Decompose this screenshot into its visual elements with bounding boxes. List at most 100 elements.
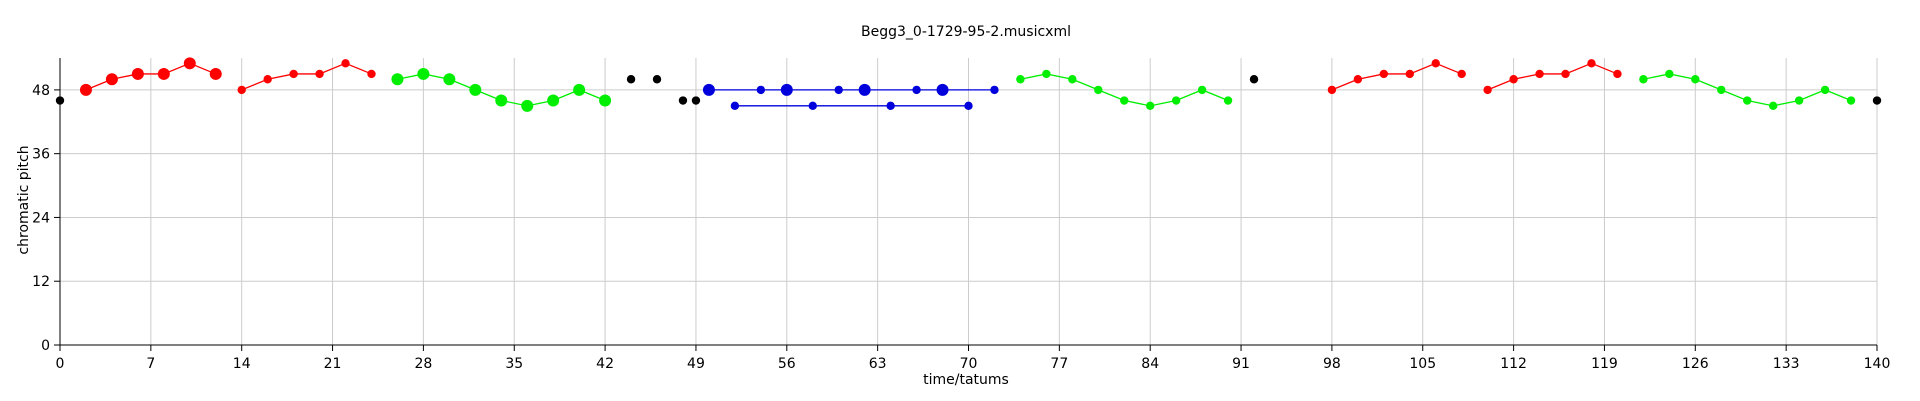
data-point <box>1223 96 1233 105</box>
data-point <box>573 83 586 96</box>
data-point <box>391 73 404 86</box>
x-tick-label: 0 <box>56 356 65 372</box>
data-point <box>443 73 456 86</box>
data-point <box>780 83 793 96</box>
data-point <box>1379 69 1389 79</box>
x-tick-label: 28 <box>414 356 432 372</box>
x-tick-label: 42 <box>596 356 614 372</box>
data-point <box>209 67 222 80</box>
data-point <box>1794 96 1804 105</box>
data-point <box>1120 96 1129 105</box>
data-point <box>263 75 272 84</box>
x-tick-label: 49 <box>687 356 705 372</box>
data-point <box>157 67 170 80</box>
x-axis-label: time/tatums <box>923 372 1009 388</box>
x-axis-ticks: 0 7 14 21 28 35 42 49 56 63 70 77 84 91 98 105 112 119 126… <box>56 345 1891 372</box>
x-tick-label: 70 <box>960 356 978 372</box>
x-tick-label: 98 <box>1323 356 1341 372</box>
series-group <box>1483 59 1622 95</box>
data-point <box>495 94 508 107</box>
data-point <box>936 83 949 96</box>
y-tick-label: 48 <box>32 83 50 99</box>
data-point <box>1457 69 1466 79</box>
data-point <box>1353 75 1363 84</box>
data-point <box>315 69 324 79</box>
x-tick-label: 84 <box>1141 356 1159 372</box>
data-point <box>131 67 144 80</box>
data-point <box>691 96 701 105</box>
series-group <box>1016 69 1233 111</box>
data-point <box>547 94 560 107</box>
chart-title: Begg3_0-1729-95-2.musicxml <box>861 24 1071 40</box>
data-point <box>808 101 817 111</box>
y-tick-label: 0 <box>41 338 50 354</box>
data-point <box>55 96 65 105</box>
data-point <box>1197 85 1207 95</box>
y-axis-ticks: 0 12 24 36 48 <box>32 83 60 354</box>
x-tick-label: 119 <box>1591 356 1618 372</box>
data-point <box>289 69 298 79</box>
data-point <box>1431 59 1440 68</box>
x-tick-label: 21 <box>324 356 342 372</box>
data-point <box>1561 69 1570 79</box>
data-point <box>626 75 636 84</box>
y-tick-label: 12 <box>32 274 50 290</box>
x-tick-label: 63 <box>869 356 887 372</box>
x-tick-label: 35 <box>505 356 523 372</box>
data-point <box>756 85 766 95</box>
data-point <box>79 83 92 96</box>
data-point <box>652 75 662 84</box>
series-line <box>241 62 372 91</box>
data-point <box>1405 69 1414 79</box>
data-point <box>678 96 688 105</box>
y-axis-label: chromatic pitch <box>16 145 32 254</box>
data-point <box>1042 69 1051 79</box>
data-point <box>1094 85 1103 95</box>
data-point <box>730 101 740 111</box>
data-point <box>1327 85 1337 95</box>
y-tick-label: 36 <box>32 147 50 163</box>
data-point <box>1068 75 1077 84</box>
data-point <box>1483 85 1492 95</box>
data-point <box>417 67 430 80</box>
x-tick-label: 91 <box>1232 356 1250 372</box>
series-group <box>1639 69 1856 111</box>
data-point <box>1665 69 1674 79</box>
series-group <box>730 101 973 111</box>
series-group <box>702 83 999 96</box>
series-line <box>1331 62 1462 91</box>
series-line <box>1487 62 1618 91</box>
data-point <box>367 69 376 79</box>
x-tick-label: 133 <box>1773 356 1800 372</box>
data-series <box>55 57 1882 112</box>
data-point <box>1691 75 1700 84</box>
series-group <box>55 75 1882 105</box>
series-group <box>1327 59 1466 95</box>
series-group <box>237 59 376 95</box>
x-tick-label: 56 <box>778 356 796 372</box>
data-point <box>990 85 999 95</box>
data-point <box>912 85 921 95</box>
x-tick-label: 140 <box>1864 356 1891 372</box>
x-tick-label: 112 <box>1500 356 1527 372</box>
data-point <box>886 101 895 111</box>
x-tick-label: 126 <box>1682 356 1709 372</box>
data-point <box>1535 69 1544 79</box>
data-point <box>599 94 612 107</box>
x-tick-label: 77 <box>1050 356 1068 372</box>
data-point <box>1717 85 1726 95</box>
data-point <box>1820 85 1830 95</box>
series-group <box>79 57 222 96</box>
data-point <box>1587 59 1596 68</box>
data-point <box>1768 101 1778 111</box>
data-point <box>858 83 871 96</box>
x-tick-label: 14 <box>233 356 251 372</box>
series-group <box>391 67 612 112</box>
data-point <box>521 99 534 112</box>
x-tick-label: 105 <box>1409 356 1436 372</box>
data-point <box>834 85 843 95</box>
data-point <box>1016 75 1025 84</box>
data-point <box>183 57 196 70</box>
data-point <box>1613 69 1622 79</box>
